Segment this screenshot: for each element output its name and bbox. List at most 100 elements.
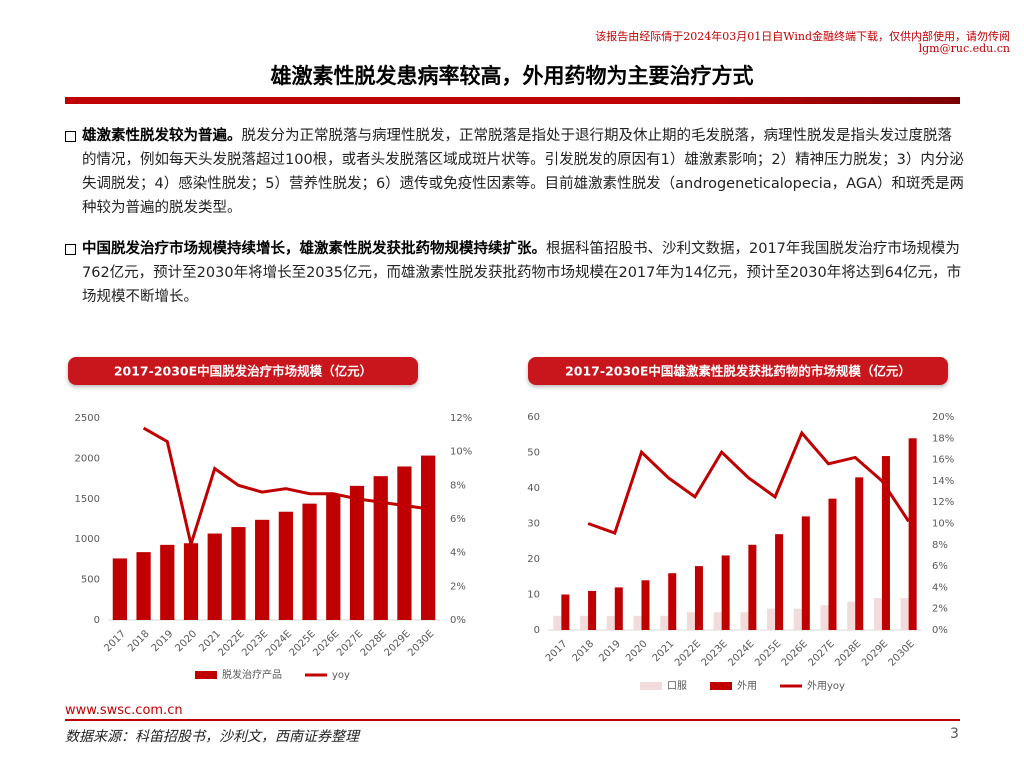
bar: [421, 455, 436, 620]
y2-tick-label: 12%: [450, 413, 472, 424]
x-tick-label: 2026E: [780, 638, 810, 668]
y-tick-label: 500: [81, 575, 100, 586]
y2-tick-label: 4%: [932, 582, 948, 593]
bar: [255, 519, 270, 620]
bar: [633, 615, 642, 630]
chart-title-box: [68, 357, 418, 385]
bar: [302, 503, 317, 620]
y2-tick-label: 0%: [450, 615, 466, 626]
bar: [136, 552, 151, 620]
y2-tick-label: 0%: [932, 625, 948, 636]
y2-tick-label: 2%: [450, 581, 466, 592]
bar: [801, 516, 810, 630]
legend-label: 脱发治疗产品: [222, 668, 282, 681]
bar: [900, 598, 909, 630]
bar: [820, 605, 829, 630]
bar: [855, 477, 864, 630]
legend-label: 外用: [737, 680, 757, 692]
bar: [614, 587, 623, 630]
line: [587, 430, 910, 536]
page-number: 3: [950, 726, 959, 742]
bullet-lead: 雄激素性脱发较为普遍。: [82, 128, 242, 144]
x-tick-label: 2020: [173, 628, 199, 654]
x-tick-label: 2030E: [406, 628, 436, 658]
bar: [231, 527, 246, 620]
y2-tick-label: 8%: [932, 540, 948, 551]
y-tick-label: 20: [527, 554, 540, 565]
bar: [561, 594, 570, 630]
bar: [793, 608, 802, 630]
y2-tick-label: 20%: [932, 412, 954, 423]
bar: [660, 615, 669, 630]
y-tick-label: 40: [527, 483, 540, 494]
bar: [373, 476, 388, 620]
x-tick-label: 2017: [102, 628, 128, 654]
legend-swatch: [640, 682, 662, 690]
y2-tick-label: 6%: [450, 514, 466, 525]
website: www.swsc.com.cn: [65, 703, 183, 718]
y2-tick-label: 18%: [932, 433, 954, 444]
y2-tick-label: 4%: [450, 548, 466, 559]
legend-label: yoy: [332, 670, 350, 681]
line: [142, 426, 429, 550]
bar: [553, 615, 562, 630]
y-tick-label: 2500: [75, 413, 100, 424]
y2-tick-label: 12%: [932, 497, 954, 508]
bullet-text: 根据科笛招股书、沙利文数据，2017年我国脱发治疗市场规模为762亿元，预计至2…: [82, 241, 962, 305]
x-tick-label: 2030E: [887, 638, 917, 668]
x-tick-label: 2023E: [700, 638, 730, 668]
bullet-lead: 中国脱发治疗市场规模持续增长，雄激素性脱发获批药物规模持续扩张。: [82, 241, 546, 257]
bar: [694, 566, 703, 630]
legend-swatch: [710, 682, 732, 690]
bar: [686, 612, 695, 630]
bar: [740, 612, 749, 630]
slide-title: 雄激素性脱发患病率较高，外用药物为主要治疗方式: [270, 64, 754, 88]
y-tick-label: 2000: [75, 453, 100, 464]
bar: [606, 615, 615, 630]
y-tick-label: 1500: [75, 494, 100, 505]
bullet: 雄激素性脱发较为普遍。脱发分为正常脱落与病理性脱发，正常脱落是指处于退行期及休止…: [65, 124, 965, 220]
y2-tick-label: 6%: [932, 561, 948, 572]
bar: [828, 498, 837, 630]
bar: [397, 466, 412, 620]
legend-label: 口服: [667, 680, 687, 692]
bar: [847, 601, 856, 630]
y-tick-label: 1000: [75, 534, 100, 545]
bar: [641, 580, 650, 630]
y2-tick-label: 8%: [450, 480, 466, 491]
y2-tick-label: 16%: [932, 455, 954, 466]
bar: [588, 590, 597, 630]
x-tick-label: 2027E: [806, 638, 836, 668]
bar: [713, 612, 722, 630]
bar: [326, 494, 341, 620]
y-tick-label: 0: [94, 615, 100, 626]
x-tick-label: 2019: [597, 638, 623, 664]
y-tick-label: 0: [534, 625, 540, 636]
y-tick-label: 50: [527, 448, 540, 459]
watermark: 该报告由经际倩于2024年03月01日自Wind金融终端下载，仅供内部使用，请勿…: [595, 30, 1010, 43]
chart-title-box: [528, 357, 948, 385]
bar: [908, 438, 917, 630]
y2-tick-label: 10%: [932, 519, 954, 530]
bar: [881, 456, 890, 630]
bar: [721, 555, 730, 630]
bar: [748, 544, 757, 630]
bar: [160, 544, 175, 620]
bar: [580, 615, 589, 630]
x-tick-label: 2019: [150, 628, 176, 654]
bar: [349, 485, 365, 620]
y2-tick-label: 2%: [932, 604, 948, 615]
x-tick-label: 2028E: [833, 638, 863, 668]
bullet-text: 脱发分为正常脱落与病理性脱发，正常脱落是指处于退行期及休止期的毛发脱落，病理性脱…: [82, 128, 965, 216]
bar: [668, 573, 677, 630]
y2-tick-label: 10%: [450, 447, 472, 458]
x-tick-label: 2020: [624, 638, 650, 664]
chart-title: 2017-2030E中国脱发治疗市场规模（亿元）: [114, 364, 372, 379]
bar: [112, 558, 127, 620]
x-tick-label: 2029E: [860, 638, 890, 668]
bar: [278, 511, 293, 620]
bar: [207, 533, 222, 620]
bar: [775, 534, 784, 630]
